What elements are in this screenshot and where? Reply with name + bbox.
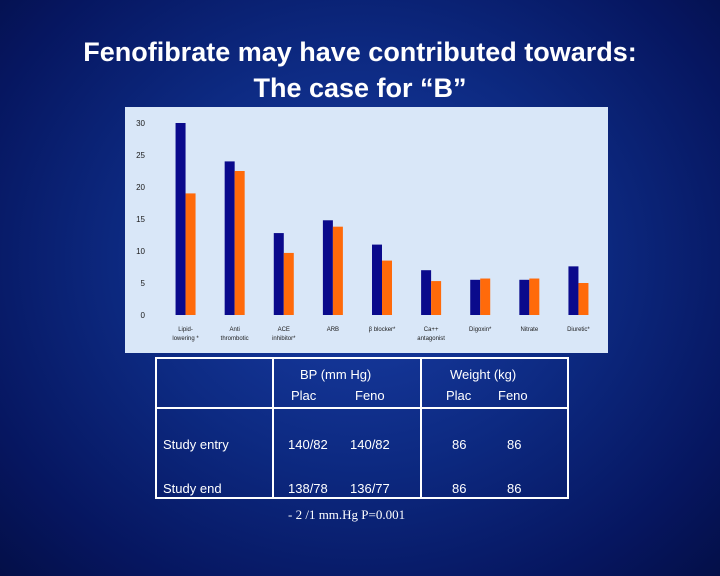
bar-series-2 [480, 278, 491, 315]
bar-series-1 [175, 123, 186, 315]
bar-series-2 [382, 260, 392, 315]
bar-series-2 [529, 278, 540, 315]
end-weight-feno: 86 [507, 481, 522, 496]
table-divider-2 [420, 357, 422, 499]
entry-bp-plac: 140/82 [288, 437, 328, 452]
bar-chart: 0 5 10 15 20 25 30 Lipid-lowering * Anti thrombot… [125, 107, 608, 353]
weight-feno-header: Feno [498, 388, 528, 403]
bar-series-1 [273, 233, 284, 315]
end-bp-plac: 138/78 [288, 481, 328, 496]
bp-plac-header: Plac [291, 388, 317, 403]
weight-plac-header: Plac [446, 388, 472, 403]
slide-title-line-1: Fenofibrate may have contributed towards… [83, 37, 637, 67]
x-category-label: Anti [229, 327, 239, 333]
x-category-label: Diuretic* [567, 327, 590, 333]
bar-series-1 [421, 270, 432, 315]
end-weight-plac: 86 [452, 481, 467, 496]
bar-series-1 [470, 279, 481, 315]
bar-series-2 [283, 252, 294, 315]
bp-header: BP (mm Hg) [300, 367, 372, 382]
bar-series-1 [519, 279, 530, 315]
bar-series-2 [234, 171, 245, 315]
x-category-label: inhibitor* [272, 336, 296, 342]
bar-series-1 [568, 266, 579, 315]
weight-header: Weight (kg) [450, 367, 517, 382]
row-label-study-entry: Study entry [163, 437, 229, 452]
slide-title-line-2: The case for “B” [253, 73, 467, 103]
y-tick-label: 5 [141, 279, 146, 288]
x-category-label: antagonist [417, 336, 445, 342]
row-label-study-end: Study end [163, 481, 222, 496]
bar-series-2 [578, 283, 589, 315]
x-category-label: β blocker* [369, 327, 396, 333]
bar-series-1 [372, 244, 382, 315]
x-category-label: ACE [278, 327, 290, 333]
entry-weight-plac: 86 [452, 437, 467, 452]
y-tick-label: 10 [136, 247, 145, 256]
table-divider-1 [272, 357, 274, 499]
entry-weight-feno: 86 [507, 437, 522, 452]
y-tick-label: 20 [136, 183, 145, 192]
x-category-label: Lipid- [178, 327, 193, 333]
x-category-label: Nitrate [520, 327, 538, 333]
table-header-divider [155, 407, 569, 409]
bar-chart-svg: 0 5 10 15 20 25 30 Lipid-lowering * Anti thrombot… [136, 119, 590, 342]
bar-series-2 [332, 226, 343, 315]
x-category-label: Digoxin* [469, 327, 492, 333]
x-category-label: Ca++ [424, 327, 439, 333]
bar-series-2 [185, 193, 196, 315]
y-tick-label: 25 [136, 151, 145, 160]
x-category-label: thrombotic [221, 336, 249, 342]
end-bp-feno: 136/77 [350, 481, 390, 496]
x-category-label: ARB [327, 327, 339, 333]
bar-series-1 [322, 220, 333, 315]
bar-series-2 [431, 281, 442, 315]
y-tick-label: 15 [136, 215, 145, 224]
x-category-label: lowering * [172, 336, 199, 342]
entry-bp-feno: 140/82 [350, 437, 390, 452]
bp-feno-header: Feno [355, 388, 385, 403]
results-table [155, 357, 569, 499]
y-tick-label: 30 [136, 119, 145, 128]
bar-series-1 [224, 161, 235, 315]
y-tick-label: 0 [141, 311, 146, 320]
footnote: - 2 /1 mm.Hg P=0.001 [288, 507, 406, 522]
